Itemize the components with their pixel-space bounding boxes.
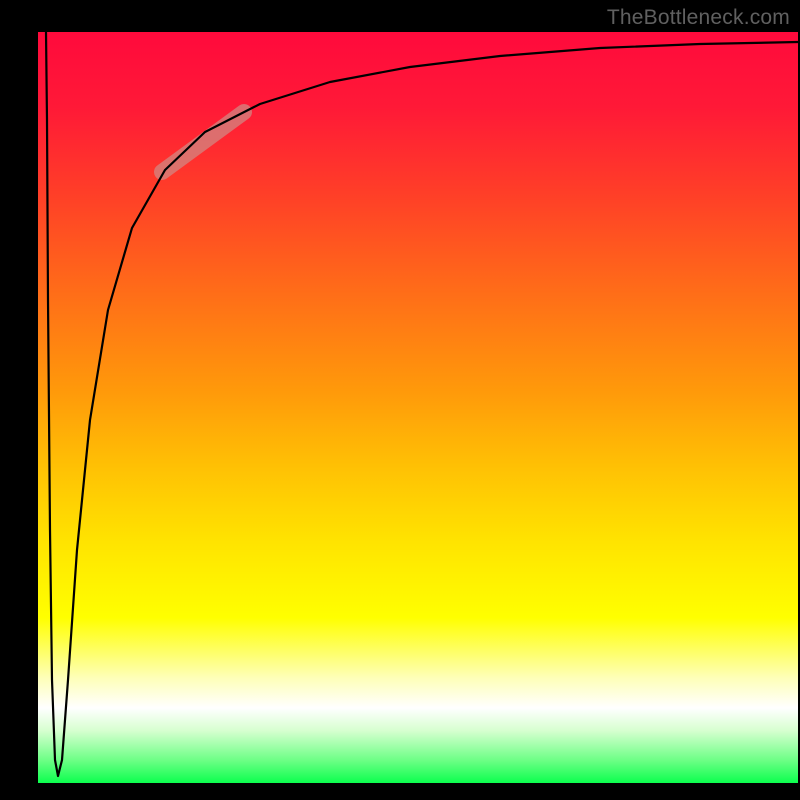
plot-gradient-background — [38, 32, 798, 783]
watermark-text: TheBottleneck.com — [607, 6, 790, 30]
chart-container: TheBottleneck.com — [0, 0, 800, 800]
chart-svg — [0, 0, 800, 800]
